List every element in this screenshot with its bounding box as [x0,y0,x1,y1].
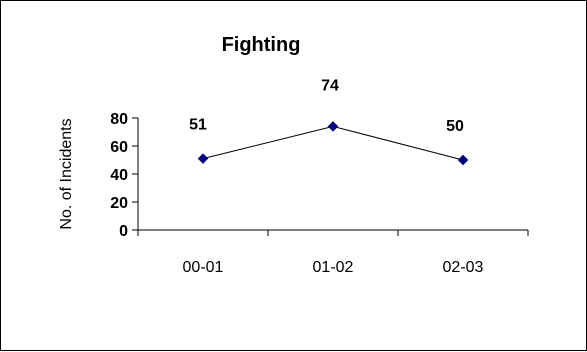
data-label: 74 [321,77,339,94]
data-point-marker [457,154,469,166]
chart-title: Fighting [222,34,301,56]
data-label: 51 [189,117,207,134]
y-tick-label: 40 [110,167,128,184]
y-tick-label: 80 [110,111,128,128]
y-axis-label: No. of Incidents [58,118,75,229]
x-tick-label: 00-01 [183,259,224,276]
data-point-marker [327,121,339,132]
data-label: 50 [446,118,464,135]
y-tick-label: 20 [110,195,128,212]
data-point-marker [197,153,209,164]
x-tick-label: 01-02 [313,259,354,276]
x-tick-label: 02-03 [443,259,484,276]
y-tick-label: 60 [110,139,128,156]
y-tick-label: 0 [119,223,128,240]
